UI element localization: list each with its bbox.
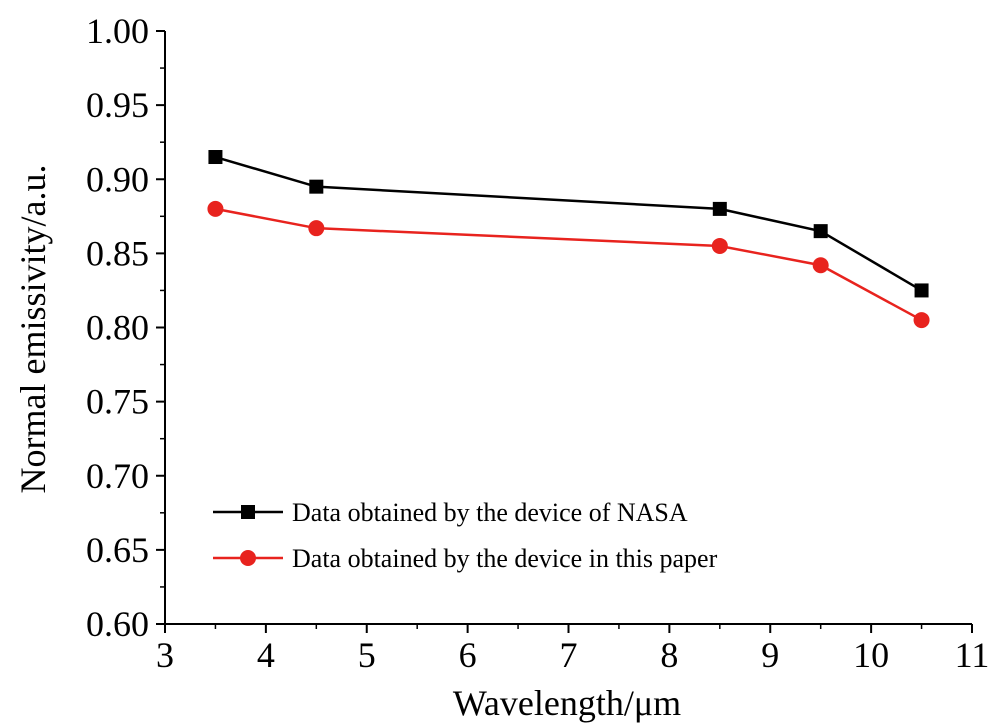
x-tick-label: 6 [459, 635, 477, 675]
x-tick-label: 9 [761, 635, 779, 675]
y-ticks: 0.60 0.65 0.70 0.75 0.80 0.85 0.90 0.95 1.00 [86, 11, 165, 644]
x-tick-label: 11 [955, 635, 990, 675]
y-tick-label: 0.70 [86, 456, 149, 496]
legend-marker [240, 550, 256, 566]
x-ticks: 3 4 5 6 7 8 9 10 11 [156, 624, 989, 675]
data-point [208, 150, 223, 165]
x-tick-label: 4 [257, 635, 275, 675]
y-tick-label: 0.95 [86, 85, 149, 125]
y-tick-label: 0.85 [86, 233, 149, 273]
data-point [309, 179, 324, 194]
legend-label: Data obtained by the device in this pape… [292, 544, 718, 573]
data-point [813, 224, 828, 239]
x-tick-label: 8 [660, 635, 678, 675]
y-tick-label: 0.60 [86, 604, 149, 644]
legend-item: Data obtained by the device of NASA [213, 498, 688, 527]
series-2 [207, 200, 930, 329]
data-point [914, 283, 929, 298]
x-tick-label: 5 [358, 635, 376, 675]
data-point [207, 200, 224, 217]
data-point [712, 201, 727, 216]
series-layer [207, 150, 930, 329]
y-tick-label: 1.00 [86, 11, 149, 51]
axes [164, 31, 972, 625]
legend-label: Data obtained by the device of NASA [292, 498, 688, 527]
legend-marker [241, 505, 255, 519]
y-tick-label: 0.65 [86, 530, 149, 570]
x-axis-label: Wavelength/μm [453, 683, 681, 723]
data-point [812, 257, 829, 274]
data-point [913, 312, 930, 329]
y-axis-label: Normal emissivity/a.u. [13, 165, 53, 494]
x-tick-label: 7 [560, 635, 578, 675]
y-tick-label: 0.90 [86, 159, 149, 199]
x-tick-label: 3 [156, 635, 174, 675]
y-tick-label: 0.80 [86, 308, 149, 348]
legend-item: Data obtained by the device in this pape… [213, 544, 718, 573]
legend: Data obtained by the device of NASA Data … [213, 498, 718, 573]
y-tick-label: 0.75 [86, 382, 149, 422]
data-point [308, 220, 325, 237]
series-1 [208, 150, 929, 298]
data-point [711, 237, 728, 254]
x-tick-label: 10 [853, 635, 889, 675]
